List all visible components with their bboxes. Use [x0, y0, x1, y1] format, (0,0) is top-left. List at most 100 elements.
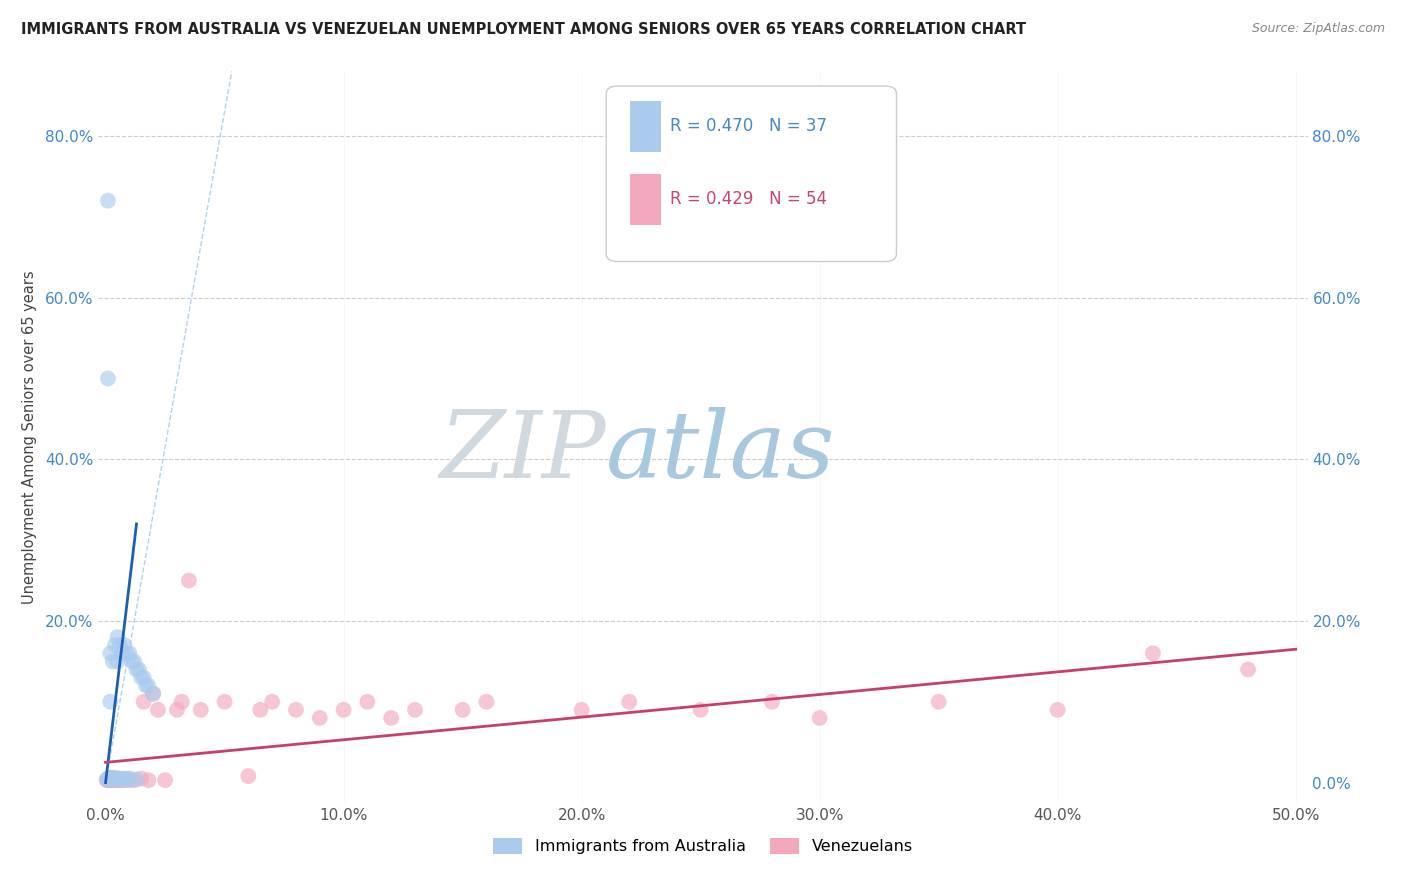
Point — [114, 772, 136, 786]
Point — [451, 703, 474, 717]
Point — [128, 662, 150, 676]
Point — [214, 695, 236, 709]
Point — [129, 671, 152, 685]
Point — [98, 772, 121, 787]
Point — [118, 772, 141, 787]
Point — [177, 574, 200, 588]
Point — [101, 772, 124, 787]
Point — [97, 371, 120, 385]
Point — [122, 654, 145, 668]
Point — [107, 654, 129, 668]
Point — [332, 703, 354, 717]
Point — [107, 772, 129, 787]
Text: R = 0.470   N = 37: R = 0.470 N = 37 — [671, 117, 827, 136]
FancyBboxPatch shape — [630, 101, 661, 152]
Point — [111, 772, 134, 787]
Point — [97, 194, 120, 208]
Point — [262, 695, 284, 709]
Point — [114, 773, 136, 788]
Point — [138, 679, 160, 693]
Point — [104, 638, 127, 652]
Point — [356, 695, 378, 709]
Point — [129, 772, 152, 786]
Point — [101, 771, 124, 785]
Point — [125, 662, 148, 676]
Y-axis label: Unemployment Among Seniors over 65 years: Unemployment Among Seniors over 65 years — [21, 270, 37, 604]
Point — [118, 773, 141, 788]
Point — [107, 773, 129, 788]
Point — [619, 695, 641, 709]
Text: IMMIGRANTS FROM AUSTRALIA VS VENEZUELAN UNEMPLOYMENT AMONG SENIORS OVER 65 YEARS: IMMIGRANTS FROM AUSTRALIA VS VENEZUELAN … — [21, 22, 1026, 37]
Point — [107, 772, 129, 786]
Point — [190, 703, 212, 717]
Point — [571, 703, 593, 717]
Point — [108, 773, 131, 788]
Point — [928, 695, 950, 709]
Point — [1237, 662, 1260, 676]
Point — [761, 695, 783, 709]
Point — [115, 772, 138, 787]
Point — [111, 646, 134, 660]
Text: R = 0.429   N = 54: R = 0.429 N = 54 — [671, 190, 827, 209]
Point — [142, 687, 165, 701]
Point — [308, 711, 330, 725]
Point — [121, 654, 143, 668]
Point — [108, 638, 131, 652]
Point — [238, 769, 260, 783]
Point — [122, 773, 145, 788]
Point — [132, 695, 155, 709]
Point — [404, 703, 426, 717]
Point — [97, 773, 120, 788]
FancyBboxPatch shape — [630, 174, 661, 225]
Point — [104, 772, 127, 786]
Point — [98, 772, 121, 786]
Point — [135, 679, 157, 693]
Point — [107, 630, 129, 644]
Point — [138, 773, 160, 788]
Point — [101, 654, 124, 668]
Point — [118, 646, 141, 660]
Point — [111, 773, 134, 788]
Point — [98, 771, 121, 785]
Point — [132, 671, 155, 685]
Point — [475, 695, 498, 709]
Point — [380, 711, 402, 725]
FancyBboxPatch shape — [606, 86, 897, 261]
Point — [153, 773, 176, 788]
Point — [98, 773, 121, 788]
Legend: Immigrants from Australia, Venezuelans: Immigrants from Australia, Venezuelans — [486, 831, 920, 861]
Point — [249, 703, 271, 717]
Point — [97, 772, 120, 787]
Point — [146, 703, 169, 717]
Point — [118, 772, 141, 786]
Point — [100, 773, 122, 788]
Point — [166, 703, 188, 717]
Point — [115, 646, 138, 660]
Text: Source: ZipAtlas.com: Source: ZipAtlas.com — [1251, 22, 1385, 36]
Point — [104, 772, 127, 786]
Point — [104, 773, 127, 788]
Point — [689, 703, 711, 717]
Point — [101, 771, 124, 785]
Point — [96, 773, 118, 788]
Point — [98, 695, 121, 709]
Point — [125, 772, 148, 787]
Point — [142, 687, 165, 701]
Point — [101, 772, 124, 786]
Text: ZIP: ZIP — [440, 407, 606, 497]
Point — [1142, 646, 1164, 660]
Text: atlas: atlas — [606, 407, 835, 497]
Point — [111, 772, 134, 787]
Point — [170, 695, 193, 709]
Point — [97, 772, 120, 786]
Point — [285, 703, 308, 717]
Point — [108, 772, 131, 787]
Point — [97, 772, 120, 786]
Point — [98, 646, 121, 660]
Point — [108, 772, 131, 786]
Point — [96, 772, 118, 787]
Point — [101, 772, 124, 787]
Point — [114, 638, 136, 652]
Point — [100, 772, 122, 787]
Point — [1046, 703, 1069, 717]
